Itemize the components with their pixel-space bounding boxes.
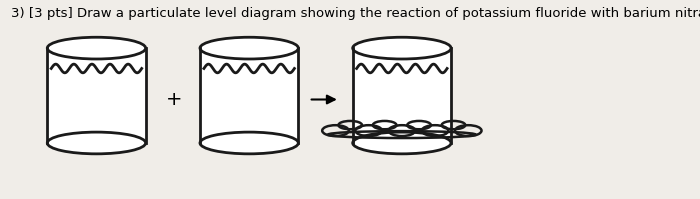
Text: +: +	[166, 90, 183, 109]
Ellipse shape	[200, 37, 298, 59]
Ellipse shape	[353, 132, 451, 154]
Polygon shape	[48, 48, 146, 143]
Ellipse shape	[48, 132, 146, 154]
Ellipse shape	[48, 37, 146, 59]
Ellipse shape	[200, 132, 298, 154]
Polygon shape	[200, 48, 298, 143]
Text: 3) [3 pts] Draw a particulate level diagram showing the reaction of potassium fl: 3) [3 pts] Draw a particulate level diag…	[11, 7, 700, 20]
Ellipse shape	[353, 37, 451, 59]
Polygon shape	[353, 48, 451, 143]
